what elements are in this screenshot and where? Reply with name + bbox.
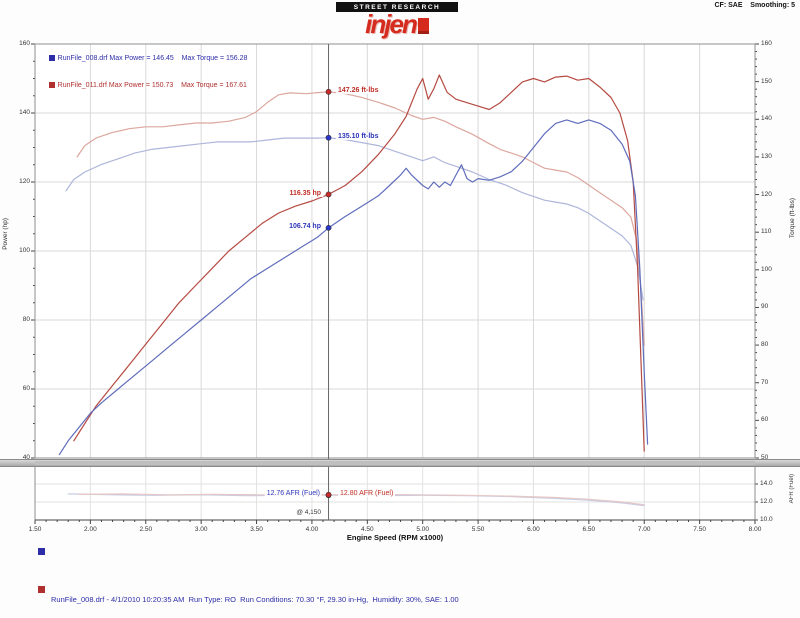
- legend-swatch-blue: [48, 55, 55, 61]
- legend-text-run011: RunFile_011.drf Max Power = 150.73 Max T…: [57, 82, 247, 89]
- y-left-axis-title: Power (hp): [2, 218, 9, 250]
- panel-splitter[interactable]: [0, 459, 800, 467]
- logo-banner-text: STREET RESEARCH: [336, 2, 458, 12]
- legend-swatch-red: [48, 82, 55, 88]
- cursor-marker: [325, 224, 332, 231]
- yrtick-label: 100: [761, 265, 772, 273]
- run-info-block-008: RunFile_008.drf - 4/1/2010 10:20:35 AM R…: [38, 547, 459, 618]
- series-torque_run011: [76, 91, 645, 346]
- afr-axis-title: AFR (Fuel): [789, 474, 795, 504]
- yrtick-label: 130: [761, 152, 772, 160]
- xtick-label: 4.50: [360, 526, 374, 533]
- xtick-label: 6.00: [527, 526, 540, 533]
- series-torque_run008: [65, 137, 644, 301]
- xtick-label: 5.50: [471, 526, 485, 533]
- cursor-afr-red-label: 12.80 AFR (Fuel): [338, 490, 396, 497]
- yrtick-label: 14.0: [760, 480, 773, 487]
- logo-wordmark: injen: [365, 9, 418, 39]
- cursor-marker: [325, 88, 332, 95]
- xtick-label: 3.50: [250, 526, 263, 533]
- yltick-label: 80: [22, 316, 30, 323]
- run-legend: RunFile_008.drf Max Power = 146.45 Max T…: [37, 45, 247, 99]
- legend-row-run008: RunFile_008.drf Max Power = 146.45 Max T…: [37, 45, 247, 72]
- yrtick-label: 90: [761, 303, 769, 311]
- cursor-power-red-label: 116.35 hp: [287, 190, 323, 197]
- run008-swatch: [38, 548, 45, 555]
- xtick-label: 1.50: [28, 526, 42, 533]
- yltick-label: 100: [19, 247, 30, 254]
- xtick-label: 4.00: [305, 526, 319, 533]
- series-power_run011: [73, 74, 645, 452]
- xtick-label: 5.00: [416, 526, 430, 533]
- cursor-marker: [325, 134, 332, 141]
- series-power_run008: [58, 119, 649, 456]
- cursor-rpm-label: @ 4,150: [294, 509, 323, 516]
- yrtick-label: 70: [761, 378, 769, 386]
- yrtick-label: 60: [761, 416, 769, 424]
- xtick-label: 2.50: [139, 526, 153, 533]
- cursor-marker: [325, 491, 332, 498]
- yltick-label: 40: [22, 454, 30, 461]
- yltick-label: 160: [19, 40, 30, 47]
- yrtick-label: 10.0: [760, 516, 773, 523]
- cursor-afr-blue-label: 12.76 AFR (Fuel): [264, 490, 322, 497]
- legend-row-run011: RunFile_011.drf Max Power = 150.73 Max T…: [37, 72, 247, 99]
- yrtick-label: 150: [761, 77, 772, 85]
- yrtick-label: 160: [761, 40, 772, 47]
- yltick-label: 140: [19, 109, 30, 116]
- xtick-label: 3.00: [194, 526, 208, 533]
- legend-text-run008: RunFile_008.drf Max Power = 146.45 Max T…: [57, 55, 248, 62]
- injen-logo: STREET RESEARCH injen: [336, 2, 458, 38]
- x-axis-title: Engine Speed (RPM x1000): [346, 533, 444, 542]
- xtick-label: 7.00: [637, 526, 651, 533]
- yrtick-label: 110: [761, 228, 772, 236]
- yrtick-label: 12.0: [760, 498, 773, 505]
- run011-swatch: [38, 586, 45, 593]
- run008-conditions: RunFile_008.drf - 4/1/2010 10:20:35 AM R…: [51, 594, 459, 604]
- cursor-torque-blue-label: 135.10 ft-lbs: [336, 133, 381, 140]
- yrtick-label: 50: [761, 454, 769, 461]
- yltick-label: 60: [22, 385, 30, 392]
- cursor-marker: [325, 191, 332, 198]
- yrtick-label: 80: [761, 341, 769, 349]
- xtick-label: 2.00: [84, 526, 97, 533]
- cursor-power-blue-label: 106.74 hp: [287, 223, 323, 230]
- y-right-axis-title: Torque (ft-lbs): [789, 198, 796, 239]
- xtick-label: 7.50: [693, 526, 706, 533]
- xtick-label: 8.00: [748, 526, 762, 533]
- splitter-handle[interactable]: [35, 461, 755, 465]
- yltick-label: 120: [19, 178, 30, 185]
- yrtick-label: 140: [761, 115, 772, 123]
- logo-red-box: [417, 18, 429, 34]
- yrtick-label: 120: [761, 190, 772, 198]
- run-info-block-011: RunFile_011.drf - 4/1/2010 11:35:25 AM R…: [38, 585, 458, 618]
- cursor-torque-red-label: 147.26 ft-lbs: [336, 87, 381, 94]
- xtick-label: 6.50: [582, 526, 596, 533]
- correction-smoothing-label: CF: SAE Smoothing: 5: [714, 2, 796, 9]
